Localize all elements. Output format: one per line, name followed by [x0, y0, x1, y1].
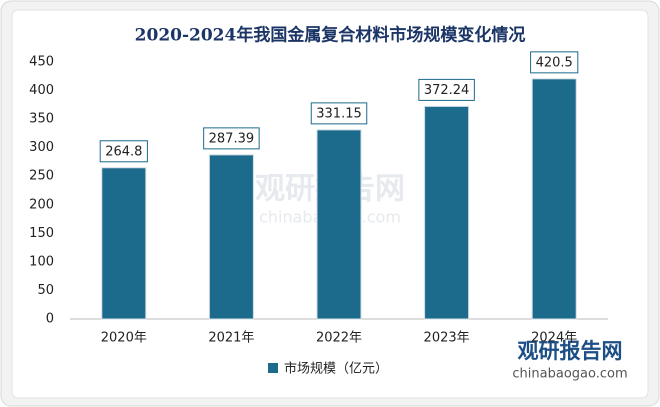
data-label: 287.39 — [209, 131, 255, 146]
y-tick-label: 300 — [29, 140, 54, 155]
y-tick-label: 250 — [29, 169, 54, 184]
data-label: 372.24 — [424, 83, 470, 98]
data-label: 264.8 — [105, 144, 142, 159]
x-tick-label: 2022年 — [316, 331, 362, 346]
data-label-box — [418, 78, 475, 101]
y-tick-label: 450 — [29, 55, 54, 70]
data-label-box — [203, 127, 260, 150]
legend-label: 市场规模（亿元） — [284, 361, 388, 377]
watermark-url: chinabaogao.com — [512, 367, 627, 382]
x-tick-label: 2024年 — [531, 331, 577, 346]
bar — [316, 129, 362, 320]
bar — [424, 105, 470, 320]
bar — [101, 167, 147, 320]
y-tick-label: 400 — [29, 83, 54, 98]
y-tick-label: 150 — [29, 226, 54, 241]
data-label: 331.15 — [316, 106, 362, 121]
y-tick-label: 0 — [46, 312, 54, 327]
bar — [531, 78, 577, 320]
y-tick-label: 50 — [37, 283, 54, 298]
data-label: 420.5 — [536, 55, 573, 70]
data-label-box — [99, 140, 148, 163]
data-label-box — [310, 102, 368, 125]
watermark-name: 观研报告网 — [518, 339, 623, 363]
x-tick-label: 2020年 — [101, 331, 147, 346]
x-tick-label: 2023年 — [424, 331, 470, 346]
y-tick-label: 100 — [29, 254, 54, 269]
data-label-box — [530, 51, 579, 74]
x-tick-label: 2021年 — [208, 331, 254, 346]
legend-swatch — [268, 363, 278, 373]
bar — [208, 154, 254, 320]
chart-title: 2020-2024年我国金属复合材料市场规模变化情况 — [135, 25, 526, 46]
y-tick-label: 200 — [29, 197, 54, 212]
y-tick-label: 350 — [29, 112, 54, 127]
